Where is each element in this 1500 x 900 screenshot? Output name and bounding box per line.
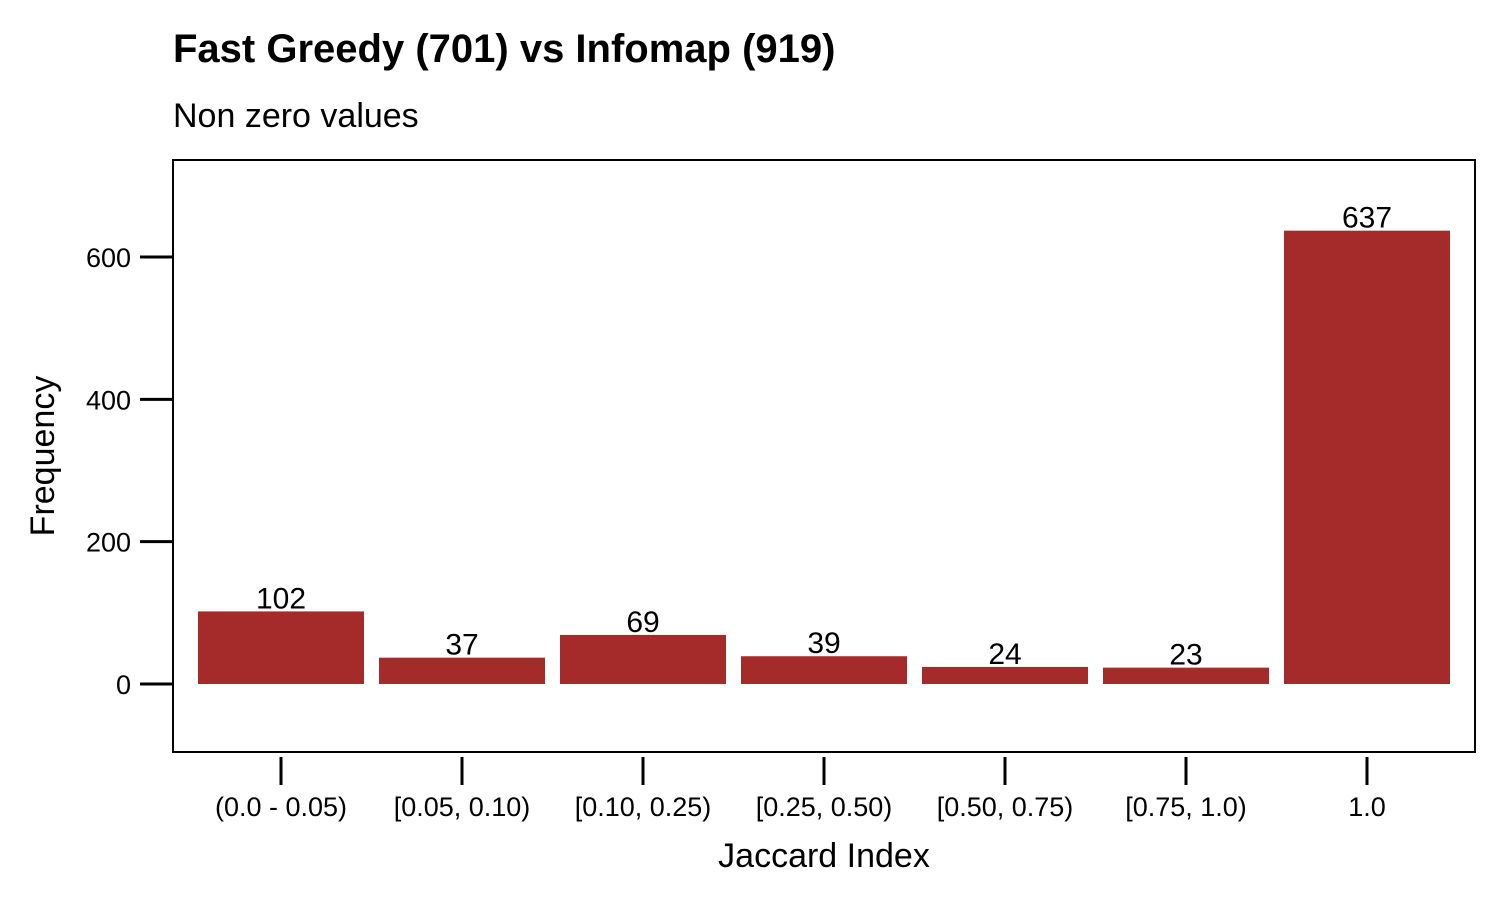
bar (922, 666, 1088, 684)
plot-frame (172, 159, 1476, 753)
bar (560, 634, 726, 684)
y-tick-label: 200 (86, 528, 131, 558)
data-labels: 102 37 69 39 24 23 637 (256, 202, 1392, 672)
x-tick-label: [0.25, 0.50) (756, 792, 893, 822)
bar (1103, 667, 1269, 684)
x-tick-label: [0.50, 0.75) (937, 792, 1074, 822)
chart-title: Fast Greedy (701) vs Infomap (919) (173, 27, 835, 71)
x-axis: (0.0 - 0.05) [0.05, 0.10) [0.10, 0.25) [0.2… (215, 757, 1386, 822)
x-tick-label: [0.75, 1.0) (1125, 792, 1247, 822)
x-tick-label: [0.05, 0.10) (394, 792, 531, 822)
bars (198, 230, 1450, 684)
y-tick-label: 400 (86, 385, 131, 415)
bar-value-label: 637 (1342, 202, 1392, 235)
chart-subtitle: Non zero values (173, 97, 419, 135)
y-tick-label: 0 (116, 670, 131, 700)
y-axis: 0 200 400 600 (86, 243, 173, 700)
bar-value-label: 69 (626, 606, 659, 639)
bar (741, 656, 907, 684)
bar-value-label: 24 (988, 638, 1021, 671)
bar (379, 657, 545, 684)
x-tick-label: [0.10, 0.25) (575, 792, 712, 822)
x-tick-label: (0.0 - 0.05) (215, 792, 347, 822)
bar-value-label: 39 (807, 627, 840, 660)
bar-value-label: 102 (256, 582, 306, 615)
bar (198, 611, 364, 684)
x-axis-label: Jaccard Index (718, 837, 930, 875)
x-tick-label: 1.0 (1348, 792, 1386, 822)
bar (1284, 230, 1450, 684)
y-axis-label: Frequency (24, 376, 62, 537)
bar-value-label: 37 (445, 629, 478, 662)
y-tick-label: 600 (86, 243, 131, 273)
bar-value-label: 23 (1169, 639, 1202, 672)
